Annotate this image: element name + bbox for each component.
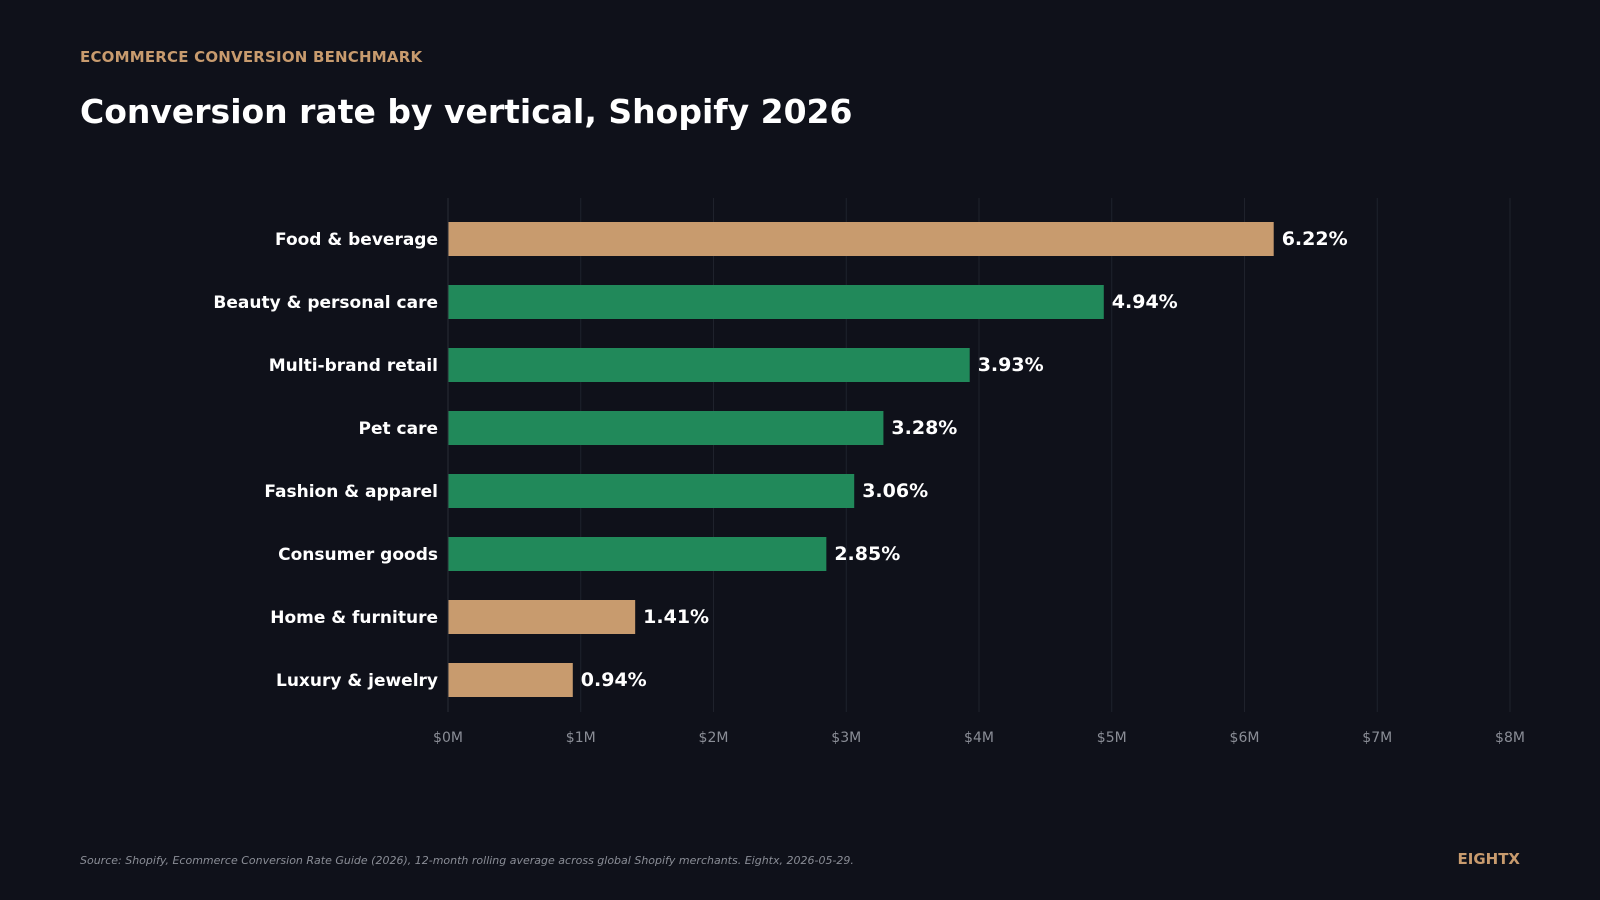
- category-label: Consumer goods: [278, 545, 438, 565]
- category-label: Fashion & apparel: [264, 482, 438, 502]
- value-label: 1.41%: [643, 606, 709, 628]
- value-label: 4.94%: [1112, 291, 1178, 313]
- x-tick-label: $6M: [1230, 730, 1260, 746]
- value-label: 3.28%: [891, 417, 957, 439]
- x-tick-label: $3M: [831, 730, 861, 746]
- x-tick-label: $4M: [964, 730, 994, 746]
- category-label: Multi-brand retail: [269, 356, 438, 376]
- value-label: 2.85%: [834, 543, 900, 565]
- category-label: Home & furniture: [270, 608, 438, 628]
- category-label: Pet care: [359, 419, 439, 439]
- x-tick-label: $7M: [1362, 730, 1392, 746]
- category-label: Beauty & personal care: [213, 293, 438, 313]
- x-tick-label: $1M: [566, 730, 596, 746]
- bar: [448, 474, 855, 508]
- x-tick-label: $5M: [1097, 730, 1127, 746]
- chart-title: Conversion rate by vertical, Shopify 202…: [80, 92, 853, 131]
- source-note: Source: Shopify, Ecommerce Conversion Ra…: [80, 854, 854, 867]
- bar: [448, 285, 1104, 319]
- value-label: 3.93%: [978, 354, 1044, 376]
- category-label: Food & beverage: [275, 230, 438, 250]
- value-label: 6.22%: [1282, 228, 1348, 250]
- bar: [448, 663, 573, 697]
- value-label: 0.94%: [581, 669, 647, 691]
- bar: [448, 537, 827, 571]
- bar: [448, 348, 970, 382]
- brand-logo: EIGHTX: [1457, 850, 1521, 868]
- bar: [448, 600, 636, 634]
- x-tick-label: $0M: [433, 730, 463, 746]
- value-label: 3.06%: [862, 480, 928, 502]
- x-tick-label: $8M: [1495, 730, 1525, 746]
- category-label: Luxury & jewelry: [276, 671, 438, 691]
- bar: [448, 411, 884, 445]
- eyebrow-label: ECOMMERCE CONVERSION BENCHMARK: [80, 48, 423, 66]
- bar: [448, 222, 1274, 256]
- x-tick-label: $2M: [699, 730, 729, 746]
